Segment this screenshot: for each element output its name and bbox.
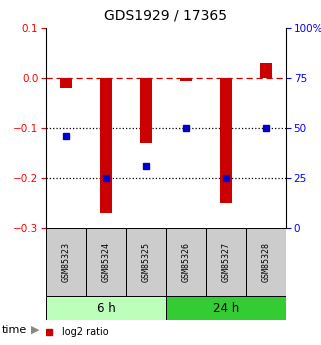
Bar (126, 228, 166, 296)
Text: GSM85323: GSM85323 (62, 242, 71, 282)
Bar (60, 78, 72, 88)
Bar (86, 228, 126, 296)
Text: GSM85326: GSM85326 (181, 242, 190, 282)
Text: GSM85328: GSM85328 (262, 242, 271, 282)
Bar (220, 78, 232, 203)
Bar (206, 228, 246, 296)
Text: log2 ratio: log2 ratio (63, 327, 109, 337)
Title: GDS1929 / 17365: GDS1929 / 17365 (105, 9, 228, 23)
Bar (246, 228, 286, 296)
Bar (140, 78, 152, 143)
Text: time: time (2, 325, 27, 335)
Text: GSM85325: GSM85325 (142, 242, 151, 282)
Text: GSM85327: GSM85327 (221, 242, 230, 282)
Text: 24 h: 24 h (213, 302, 239, 315)
Bar (180, 78, 192, 80)
Bar (166, 228, 206, 296)
Text: GSM85324: GSM85324 (101, 242, 110, 282)
Bar (100, 78, 112, 213)
Bar (260, 63, 272, 78)
Bar (46, 228, 86, 296)
Text: ▶: ▶ (30, 325, 39, 335)
Text: 6 h: 6 h (97, 302, 115, 315)
Bar (46, 296, 166, 320)
Bar (166, 296, 286, 320)
